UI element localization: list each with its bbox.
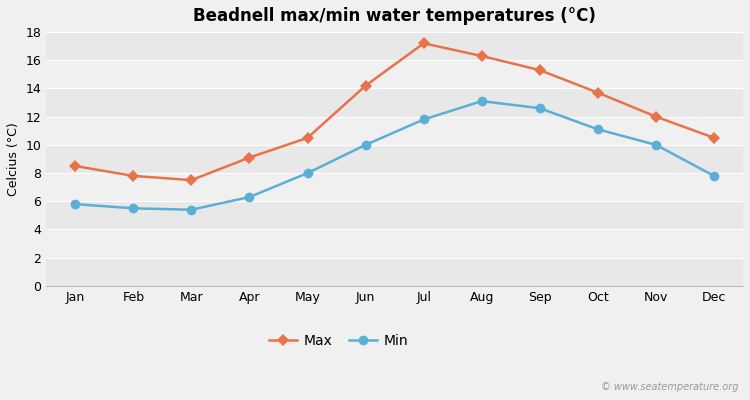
Min — [245, 195, 254, 200]
Bar — [46, 173, 743, 201]
Bar — [46, 230, 743, 258]
Min — [187, 207, 196, 212]
Bar — [46, 145, 743, 173]
Min — [652, 142, 661, 147]
Max — [536, 68, 544, 72]
Min — [129, 206, 138, 211]
Min — [419, 117, 428, 122]
Max — [419, 41, 428, 46]
Bar — [46, 32, 743, 60]
Min — [361, 142, 370, 147]
Legend: Max, Min: Max, Min — [263, 328, 414, 354]
Title: Beadnell max/min water temperatures (°C): Beadnell max/min water temperatures (°C) — [194, 7, 596, 25]
Max — [303, 136, 312, 140]
Line: Min: Min — [70, 96, 719, 214]
Max — [70, 164, 80, 168]
Max — [593, 90, 602, 95]
Bar — [46, 201, 743, 230]
Line: Max: Max — [71, 39, 718, 184]
Max — [652, 114, 661, 119]
Y-axis label: Celcius (°C): Celcius (°C) — [7, 122, 20, 196]
Max — [129, 174, 138, 178]
Max — [710, 136, 718, 140]
Bar — [46, 60, 743, 88]
Min — [536, 106, 544, 111]
Max — [245, 155, 254, 160]
Bar — [46, 88, 743, 117]
Max — [361, 83, 370, 88]
Max — [187, 178, 196, 182]
Min — [303, 171, 312, 176]
Max — [477, 54, 486, 58]
Min — [710, 174, 718, 178]
Min — [70, 202, 80, 206]
Min — [477, 99, 486, 104]
Text: © www.seatemperature.org: © www.seatemperature.org — [602, 382, 739, 392]
Bar — [46, 258, 743, 286]
Bar — [46, 117, 743, 145]
Min — [593, 127, 602, 132]
